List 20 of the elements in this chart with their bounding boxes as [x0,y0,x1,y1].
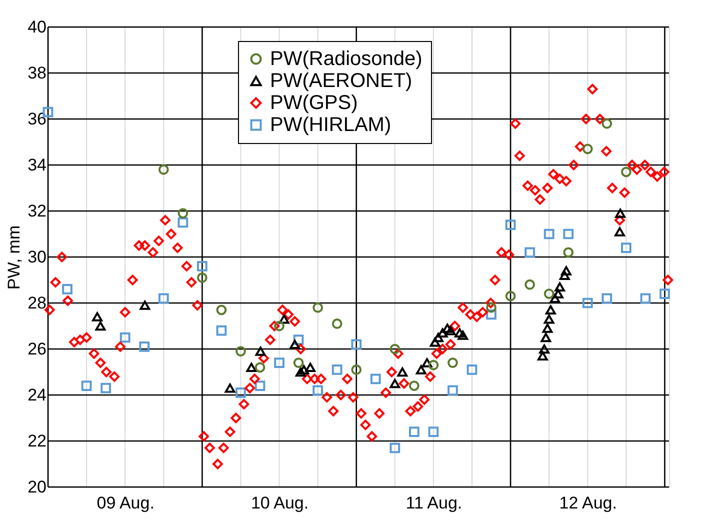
y-tick-label: 38 [28,64,46,82]
y-axis-title: PW, mm [4,225,24,290]
y-tick-label: 28 [28,294,46,312]
legend-label: PW(AERONET) [270,70,412,92]
y-tick-label: 22 [28,432,46,450]
x-tick-label: 12 Aug. [559,494,617,512]
x-tick-label: 10 Aug. [250,494,309,512]
y-tick-label: 24 [28,386,46,404]
x-tick-label: 11 Aug. [406,494,462,512]
y-tick-label: 36 [28,110,46,128]
legend-label: PW(HIRLAM) [270,114,392,136]
y-tick-label: 34 [28,156,46,174]
legend-label: PW(Radiosonde) [270,48,422,70]
legend-label: PW(GPS) [270,92,358,114]
y-tick-label: 30 [28,248,46,266]
y-tick-label: 40 [28,18,46,36]
y-tick-label: 26 [28,340,46,358]
y-tick-label: 32 [28,202,46,220]
y-tick-label: 20 [28,478,46,496]
x-tick-label: 09 Aug. [96,494,154,512]
